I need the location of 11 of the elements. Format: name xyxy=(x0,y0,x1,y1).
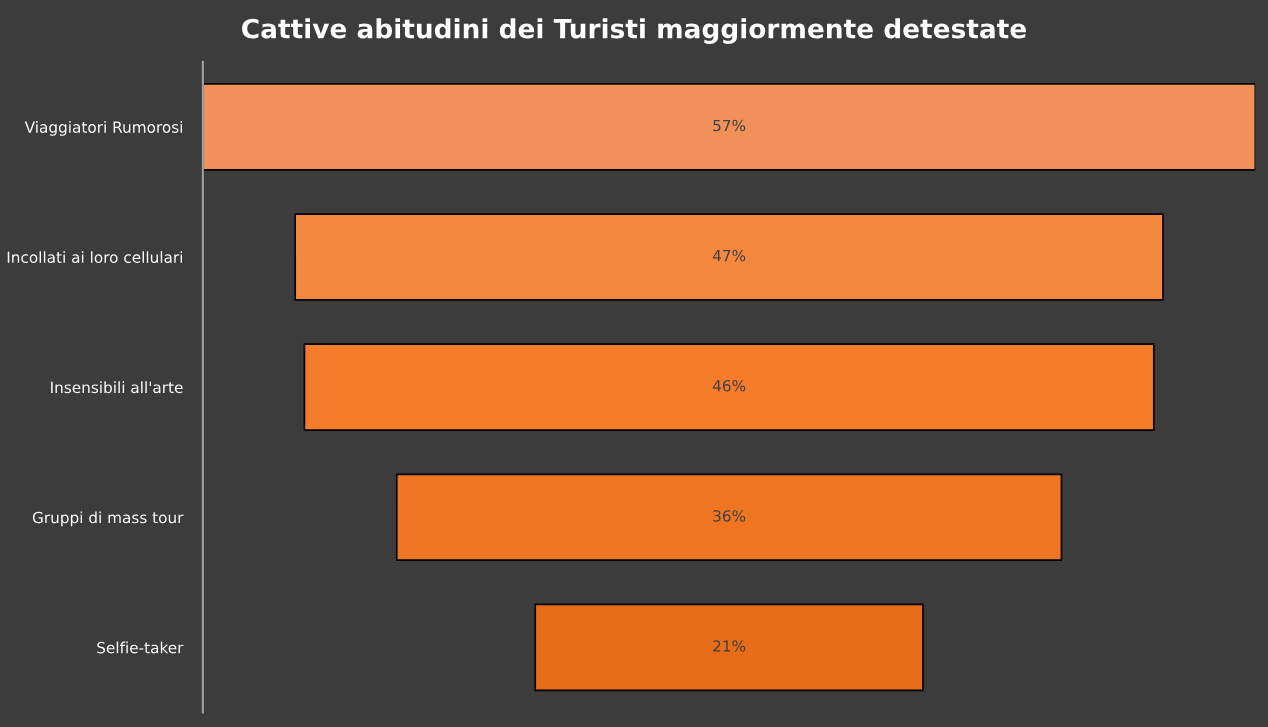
category-label: Viaggiatori Rumorosi xyxy=(24,121,182,136)
data-label: 21% xyxy=(713,640,746,652)
text: Cattive abitudini dei Turisti maggiormente detestate xyxy=(242,18,1026,44)
category-label: Gruppi di mass tour xyxy=(32,511,184,527)
category-label: Selfie-taker xyxy=(97,641,184,654)
category-label: Incollati ai loro cellulari xyxy=(7,251,182,264)
category-label: Insensibili all'arte xyxy=(51,381,183,394)
data-label: 46% xyxy=(712,380,746,392)
data-label: 57% xyxy=(713,119,746,132)
data-label: 36% xyxy=(713,510,746,522)
data-label: 47% xyxy=(712,249,746,262)
